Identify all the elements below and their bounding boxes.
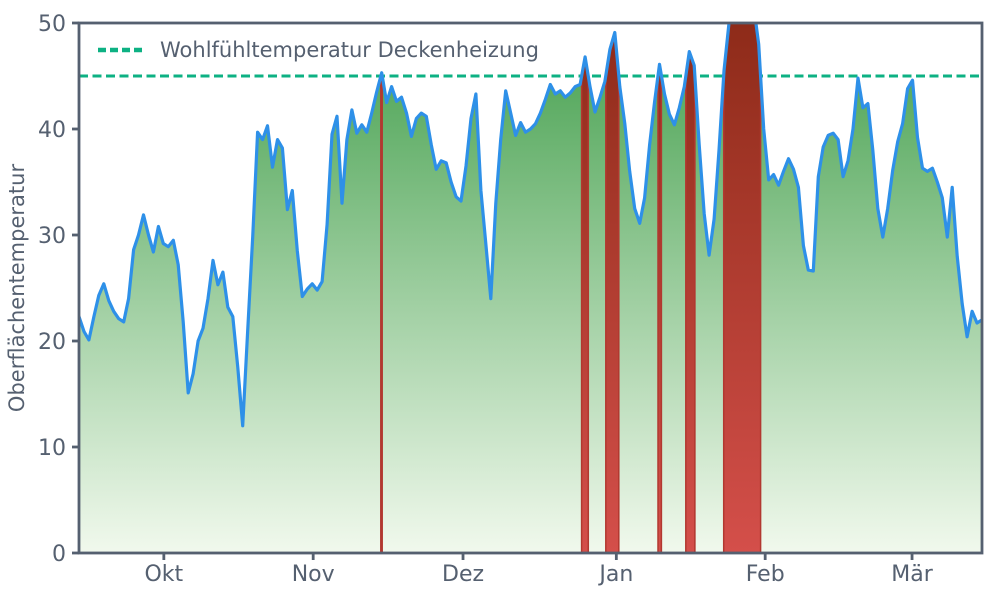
temperature-area-fill (79, 23, 982, 553)
x-tick-label: Dez (442, 562, 484, 587)
x-tick-label: Jan (597, 562, 633, 587)
exceedance-band (722, 23, 762, 553)
exceedance-band (657, 64, 663, 553)
y-tick-label: 50 (38, 12, 66, 37)
x-tick-label: Okt (144, 562, 183, 587)
exceedance-band (380, 72, 383, 553)
exceedance-band (605, 32, 620, 553)
exceedance-band (685, 51, 696, 553)
plot-frame (77, 21, 984, 555)
temperature-curve (79, 23, 982, 428)
exceedance-band (580, 56, 590, 553)
y-tick-label: 0 (52, 542, 66, 567)
x-tick-label: Mär (891, 562, 933, 587)
legend-label: Wohlfühltemperatur Deckenheizung (160, 38, 539, 62)
y-axis-label: Oberflächentemperatur (5, 164, 29, 413)
green-area-path (79, 23, 982, 553)
y-tick-label: 20 (38, 330, 66, 355)
x-tick-label: Feb (746, 562, 785, 587)
y-tick-label: 30 (38, 224, 66, 249)
x-tick-label: Nov (292, 562, 335, 587)
axis-ticks: Okt Nov Dez Jan Feb Mär 0 10 20 30 40 50 (38, 12, 934, 587)
legend: Wohlfühltemperatur Deckenheizung (98, 38, 539, 62)
y-tick-label: 40 (38, 118, 66, 143)
y-tick-label: 10 (38, 436, 66, 461)
